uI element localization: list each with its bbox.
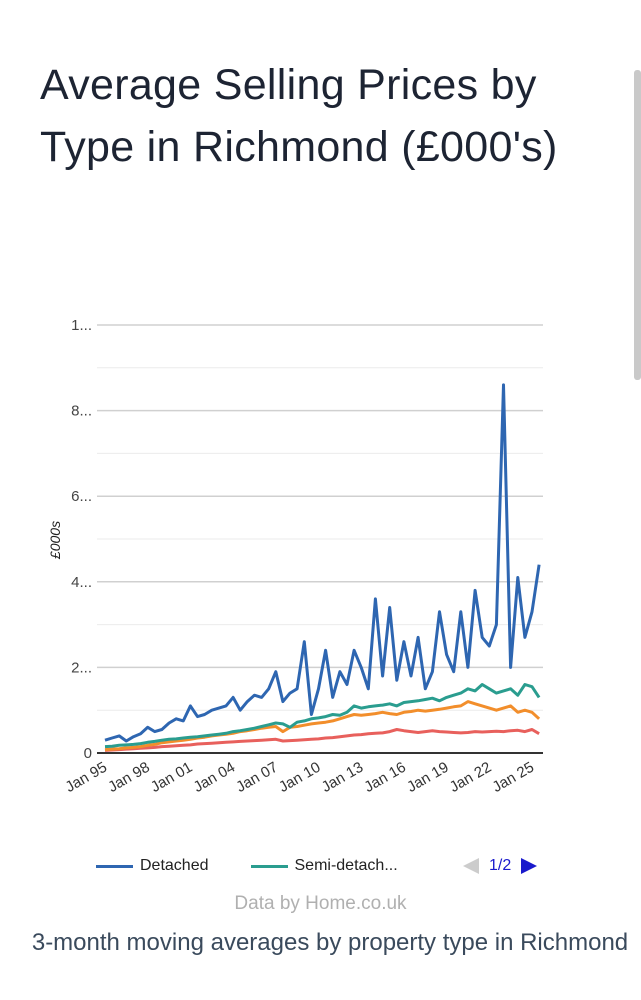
- scrollbar[interactable]: [634, 70, 641, 380]
- y-tick-label: 2...: [71, 659, 92, 676]
- x-tick-label: Jan 19: [404, 759, 452, 796]
- triangle-right-icon[interactable]: [521, 858, 538, 874]
- legend-label-semi[interactable]: Semi-detach...: [294, 857, 398, 874]
- y-axis-label: £000s: [47, 521, 63, 560]
- series-line-0: [104, 383, 541, 743]
- triangle-left-icon[interactable]: [463, 858, 479, 874]
- x-tick-label: Jan 10: [276, 759, 324, 796]
- x-tick-label: Jan 16: [361, 759, 409, 796]
- x-tick-label: Jan 95: [62, 759, 110, 796]
- chart-title: Average Selling Prices by Type in Richmo…: [40, 61, 558, 171]
- data-source: Data by Home.co.uk: [234, 893, 407, 914]
- legend-swatch-semi: [250, 864, 288, 868]
- x-tick-label: Jan 07: [233, 759, 281, 796]
- legend-pager: 1/2: [463, 857, 538, 875]
- chart-subtitle: 3-month moving averages by property type…: [31, 929, 629, 956]
- x-tick-label: Jan 13: [319, 759, 367, 796]
- series-line-2: [104, 700, 541, 752]
- y-tick-label: 4...: [71, 574, 92, 591]
- y-tick-label: 1...: [71, 317, 92, 334]
- legend: Detached Semi-detach...: [96, 857, 398, 875]
- x-tick-label: Jan 01: [148, 759, 196, 796]
- y-tick-label: 6...: [71, 488, 92, 505]
- x-tick-label: Jan 25: [489, 759, 537, 796]
- legend-label-detached[interactable]: Detached: [140, 857, 209, 874]
- legend-swatch-detached: [96, 864, 133, 868]
- series-line-1: [104, 683, 541, 749]
- y-tick-label: 0: [84, 745, 92, 762]
- x-tick-label: Jan 98: [105, 759, 153, 796]
- x-tick-label: Jan 22: [447, 759, 495, 796]
- series-line-3: [104, 728, 540, 752]
- x-tick-label: Jan 04: [191, 759, 239, 796]
- legend-page: 1/2: [489, 857, 512, 874]
- y-tick-label: 8...: [71, 403, 92, 420]
